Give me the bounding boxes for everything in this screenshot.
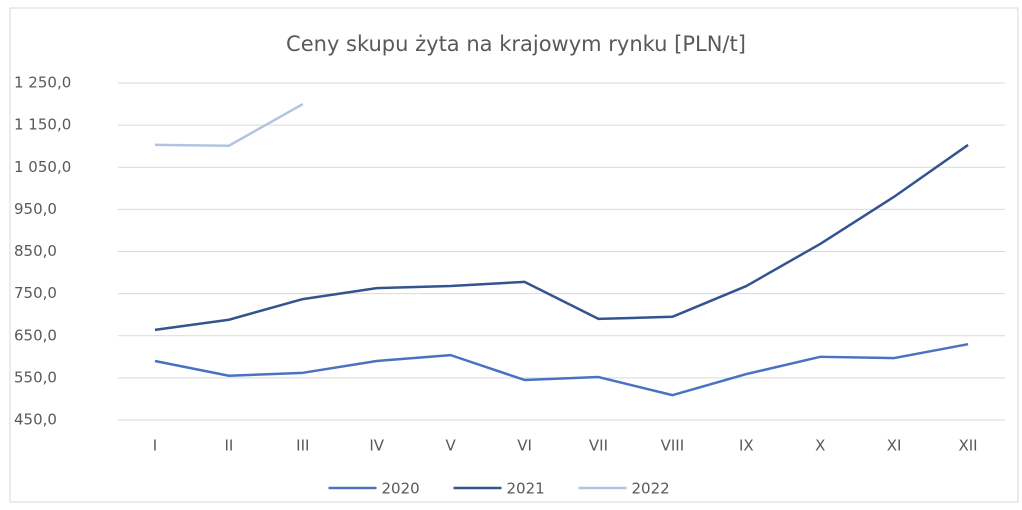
legend-label: 2021 [507, 480, 545, 498]
chart-title: Ceny skupu żyta na krajowym rynku [PLN/t… [286, 32, 746, 56]
x-tick-label: XII [958, 437, 977, 455]
y-tick-label: 1 250,0 [14, 74, 71, 92]
y-tick-label: 750,0 [14, 284, 57, 302]
y-tick-label: 1 050,0 [14, 158, 71, 176]
y-tick-label: 950,0 [14, 200, 57, 218]
y-tick-label: 550,0 [14, 368, 57, 386]
x-tick-label: VIII [661, 437, 685, 455]
x-tick-label: II [224, 437, 233, 455]
series-line [154, 342, 969, 397]
x-tick-label: VII [589, 437, 608, 455]
legend-label: 2020 [382, 480, 420, 498]
y-tick-label: 1 150,0 [14, 116, 71, 134]
y-tick-label: 850,0 [14, 242, 57, 260]
x-tick-label: V [445, 437, 456, 455]
x-tick-label: I [153, 437, 157, 455]
x-tick-label: VI [517, 437, 532, 455]
x-tick-label: IV [369, 437, 384, 455]
series-line [154, 102, 304, 148]
series-line [154, 143, 969, 332]
x-tick-label: X [815, 437, 825, 455]
x-tick-label: III [296, 437, 309, 455]
chart-frame [9, 7, 1019, 503]
x-tick-label: XI [887, 437, 902, 455]
y-tick-label: 450,0 [14, 411, 57, 429]
legend-label: 2022 [632, 480, 670, 498]
y-tick-label: 650,0 [14, 326, 57, 344]
x-tick-label: IX [739, 437, 754, 455]
